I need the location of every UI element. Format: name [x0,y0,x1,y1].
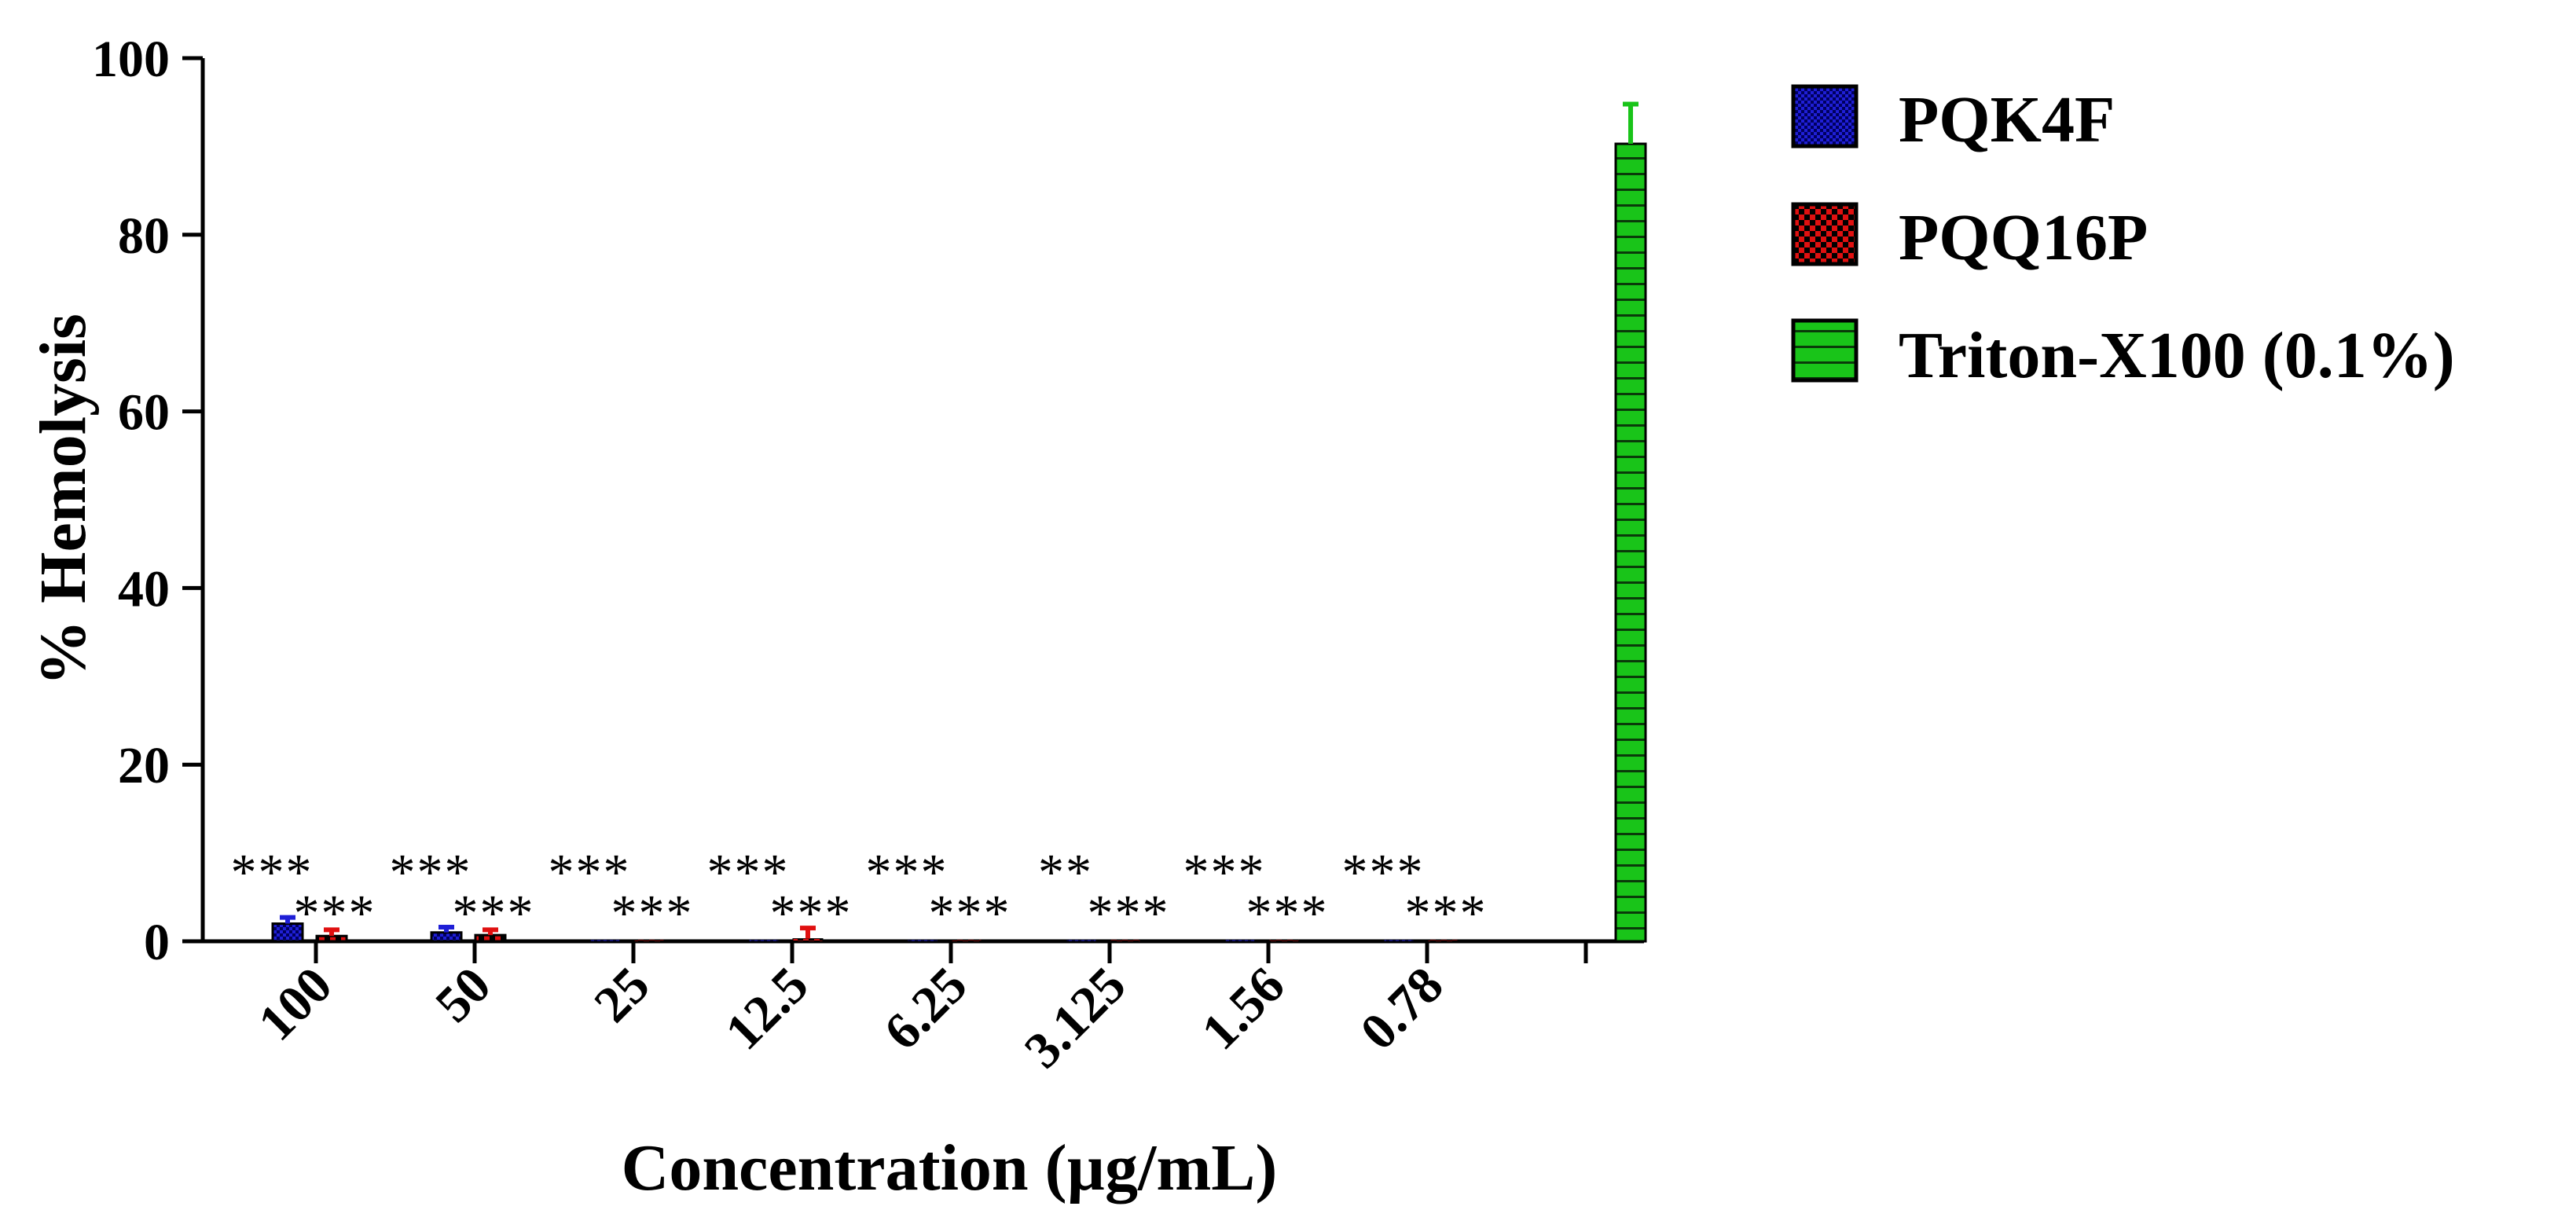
bar [907,939,938,942]
y-tick-label: 40 [118,560,170,618]
bar [1614,142,1647,943]
bar [1268,939,1300,942]
bar [1224,939,1256,942]
error-bars [280,101,1638,939]
bar [748,939,780,942]
axes [200,58,1644,944]
x-ticks: 100 50 25 12.5 6.25 3.125 1.56 0.78 [248,941,1588,1080]
bar [1110,939,1141,942]
legend-swatch-triton [1791,318,1859,383]
x-tick-label: 100 [248,956,343,1052]
significance-marks: *** *** *** *** *** ** *** ****** *** *** *** *** **… [231,844,1488,942]
legend-entry-triton: Triton-X100 (0.1%) [1791,318,2455,392]
bar [1383,939,1415,942]
significance-label: ** [1038,844,1093,901]
x-axis-title: Concentration (µg/mL) [622,1131,1278,1204]
legend: PQK4F PQQ16P Triton-X100 (0.1%) [1791,83,2455,392]
significance-label: *** [1088,885,1170,942]
y-ticks: 0 20 40 60 80 100 [92,31,203,971]
bars [271,142,1647,943]
bar [1066,939,1097,942]
significance-label: *** [231,844,314,901]
legend-label-triton: Triton-X100 (0.1%) [1899,319,2455,392]
bar [633,939,665,942]
legend-swatch-pqk4f [1791,84,1859,148]
significance-label: *** [866,844,949,901]
bar [951,939,982,942]
significance-label: *** [294,885,376,942]
y-tick-label: 0 [144,914,170,971]
significance-label: *** [1246,885,1329,942]
significance-label: *** [707,844,790,901]
x-tick-label: 12.5 [714,956,819,1061]
legend-entry-pqq16p: PQQ16P [1791,201,2148,274]
significance-label: *** [1405,885,1488,942]
significance-label: *** [453,885,535,942]
y-tick-label: 20 [118,737,170,794]
legend-label-pqq16p: PQQ16P [1899,201,2148,274]
significance-label: *** [1183,844,1266,901]
legend-label-pqk4f: PQK4F [1899,83,2115,156]
bar [589,939,621,942]
significance-label: *** [1342,844,1425,901]
x-tick-label: 25 [583,956,660,1033]
x-tick-label: 0.78 [1349,956,1454,1061]
significance-label: *** [929,885,1011,942]
significance-label: *** [390,844,472,901]
x-tick-label: 6.25 [873,956,978,1061]
significance-label: *** [611,885,694,942]
significance-label: *** [770,885,853,942]
y-tick-label: 80 [118,207,170,265]
y-axis-title: % Hemolysis [27,314,100,686]
x-tick-label: 1.56 [1191,956,1295,1061]
y-tick-label: 60 [118,384,170,442]
legend-entry-pqk4f: PQK4F [1791,83,2115,156]
legend-swatch-pqq16p [1791,202,1859,266]
x-tick-label: 50 [424,956,501,1033]
x-tick-label: 3.125 [1014,956,1137,1080]
significance-label: *** [549,844,631,901]
bar [1427,939,1459,942]
y-tick-label: 100 [92,31,170,88]
